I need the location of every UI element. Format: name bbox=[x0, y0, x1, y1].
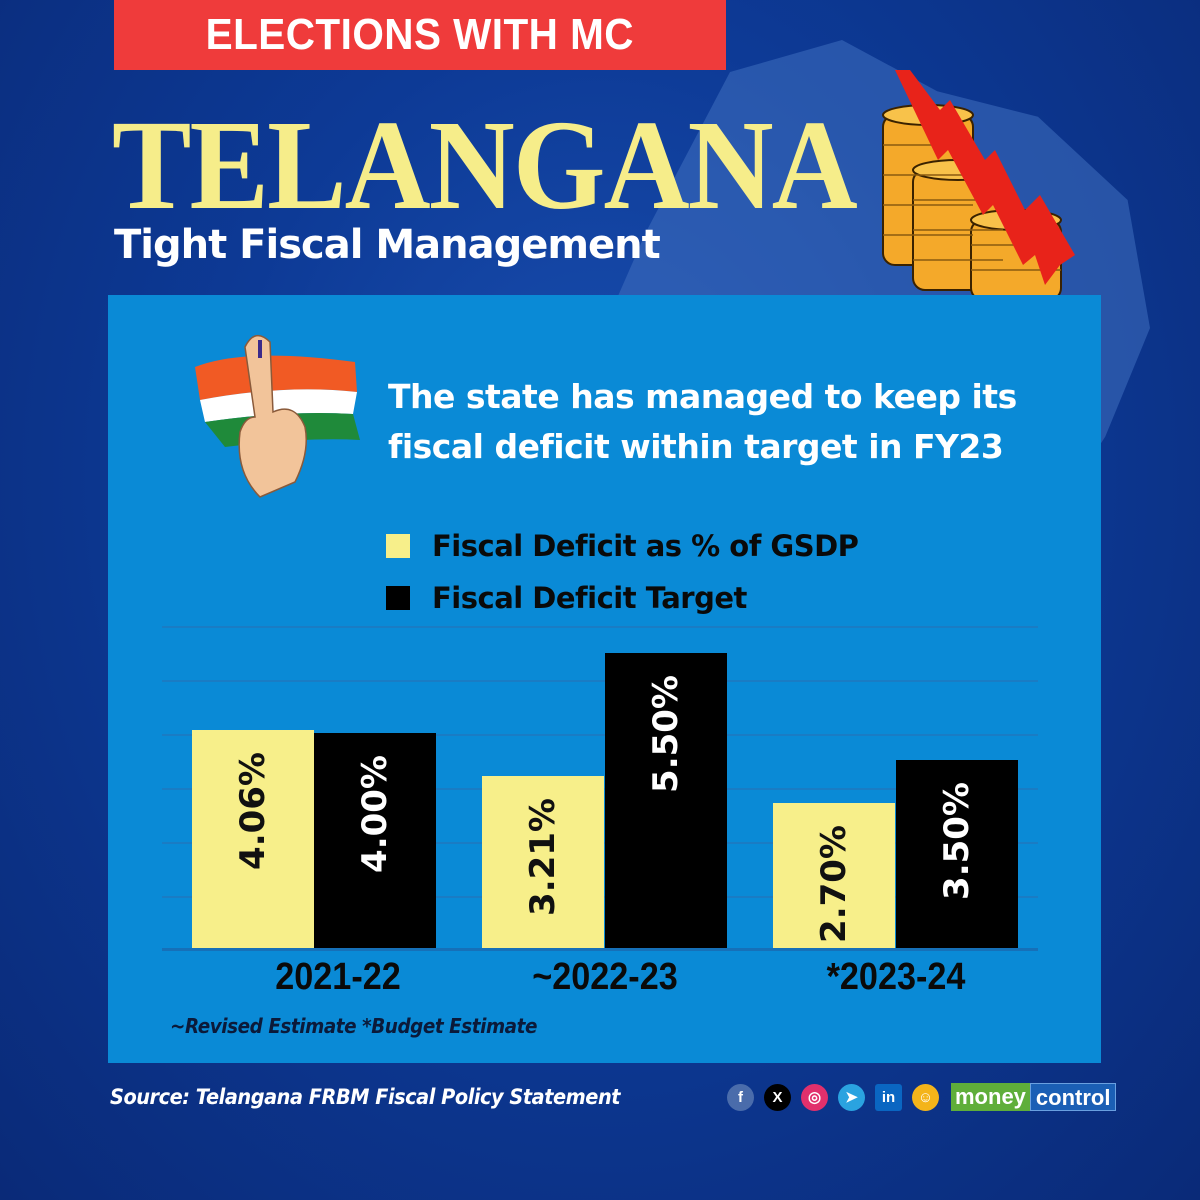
bar-chart: 4.06% 4.00% 3.21% 5.50% 2.70% 3.50% bbox=[162, 626, 1038, 951]
chart-footnote: ~Revised Estimate *Budget Estimate bbox=[170, 1014, 537, 1038]
x-twitter-icon[interactable]: X bbox=[764, 1083, 791, 1111]
koo-icon[interactable]: ☺ bbox=[912, 1083, 939, 1111]
bar-target-2023-24: 3.50% bbox=[896, 760, 1018, 948]
page-title: TELANGANA bbox=[112, 94, 858, 236]
gridline bbox=[162, 734, 1038, 736]
telegram-icon[interactable]: ➤ bbox=[838, 1083, 865, 1111]
gridline bbox=[162, 626, 1038, 628]
linkedin-icon[interactable]: in bbox=[875, 1083, 902, 1111]
bar-value-label: 3.21% bbox=[523, 797, 563, 916]
legend-label: Fiscal Deficit as % of GSDP bbox=[432, 529, 859, 563]
logo-control: control bbox=[1029, 1083, 1117, 1111]
legend-swatch-black bbox=[386, 586, 410, 610]
bar-value-label: 4.00% bbox=[355, 755, 395, 874]
inked-finger-flag-icon bbox=[195, 334, 360, 498]
legend-swatch-yellow bbox=[386, 534, 410, 558]
bar-value-label: 4.06% bbox=[233, 752, 273, 871]
x-axis-label: *2023-24 bbox=[826, 956, 966, 998]
bar-gsdp-2023-24: 2.70% bbox=[773, 803, 895, 948]
bar-value-label: 2.70% bbox=[814, 825, 854, 944]
chart-legend: Fiscal Deficit as % of GSDP Fiscal Defic… bbox=[386, 520, 859, 624]
chart-baseline bbox=[162, 948, 1038, 951]
bar-value-label: 5.50% bbox=[646, 674, 686, 793]
elections-banner: ELECTIONS WITH MC bbox=[114, 0, 726, 70]
bar-target-2021-22: 4.00% bbox=[314, 733, 436, 948]
legend-item-target: Fiscal Deficit Target bbox=[386, 572, 858, 624]
headline-text: The state has managed to keep its fiscal… bbox=[388, 377, 1017, 466]
x-axis-label: ~2022-23 bbox=[532, 956, 678, 998]
banner-label: ELECTIONS WITH MC bbox=[205, 10, 635, 59]
moneycontrol-logo[interactable]: money control bbox=[951, 1083, 1117, 1111]
bar-gsdp-2022-23: 3.21% bbox=[482, 775, 604, 948]
legend-label: Fiscal Deficit Target bbox=[432, 581, 747, 615]
bar-target-2022-23: 5.50% bbox=[605, 652, 727, 948]
source-text: Source: Telangana FRBM Fiscal Policy Sta… bbox=[110, 1085, 621, 1109]
falling-coins-arrow-icon bbox=[882, 70, 1075, 301]
social-links: f X ◎ ➤ in ☺ money control bbox=[727, 1083, 1117, 1111]
bar-value-label: 3.50% bbox=[937, 782, 977, 901]
gridline bbox=[162, 680, 1038, 682]
page-subtitle: Tight Fiscal Management bbox=[114, 222, 661, 268]
x-axis-label: 2021-22 bbox=[275, 956, 401, 998]
bar-gsdp-2021-22: 4.06% bbox=[192, 730, 314, 948]
facebook-icon[interactable]: f bbox=[727, 1083, 754, 1111]
logo-money: money bbox=[951, 1083, 1030, 1111]
legend-item-gsdp: Fiscal Deficit as % of GSDP bbox=[386, 520, 859, 572]
instagram-icon[interactable]: ◎ bbox=[801, 1083, 828, 1111]
